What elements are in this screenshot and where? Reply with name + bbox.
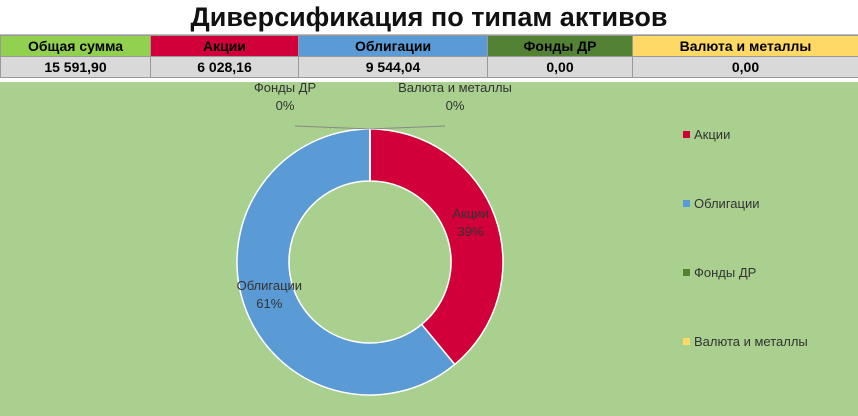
data-label-name: Облигации	[237, 278, 302, 293]
leader-line	[294, 125, 371, 130]
data-label-value: 39%	[458, 224, 484, 239]
legend-marker	[683, 338, 690, 345]
data-label-value: 0%	[446, 98, 465, 113]
table-header: Общая сумма	[0, 35, 151, 57]
legend-marker	[683, 269, 690, 276]
legend-label: Фонды ДР	[694, 265, 756, 280]
legend-label: Валюта и металлы	[694, 334, 808, 349]
page-title: Диверсификация по типам активов	[0, 0, 858, 35]
table-cell: 0,00	[487, 56, 633, 78]
chart: Акции 39% Облигации 61% Фонды ДР 0% Валюта и м…	[0, 82, 858, 416]
legend-marker	[683, 131, 690, 138]
table-cell: 0,00	[632, 56, 858, 78]
table-cell: 9 544,04	[298, 56, 488, 78]
table-header: Фонды ДР	[487, 35, 633, 57]
legend-marker	[683, 200, 690, 207]
data-label-name: Валюта и металлы	[398, 82, 512, 95]
table-cell: 15 591,90	[0, 56, 151, 78]
donut-slice	[236, 128, 456, 396]
data-label-value: 61%	[256, 296, 282, 311]
leader-line	[369, 125, 446, 130]
summary-table: Общая сумма Акции Облигации Фонды ДР Вал…	[0, 35, 858, 78]
donut-slice	[369, 128, 504, 366]
legend-label: Облигации	[694, 196, 759, 211]
data-label-name: Фонды ДР	[254, 82, 316, 95]
table-header: Облигации	[298, 35, 488, 57]
table-cell: 6 028,16	[150, 56, 299, 78]
data-label-name: Акции	[453, 206, 489, 221]
table-header: Акции	[150, 35, 299, 57]
data-label-value: 0%	[276, 98, 295, 113]
legend-label: Акции	[694, 127, 730, 142]
table-header: Валюта и металлы	[632, 35, 858, 57]
